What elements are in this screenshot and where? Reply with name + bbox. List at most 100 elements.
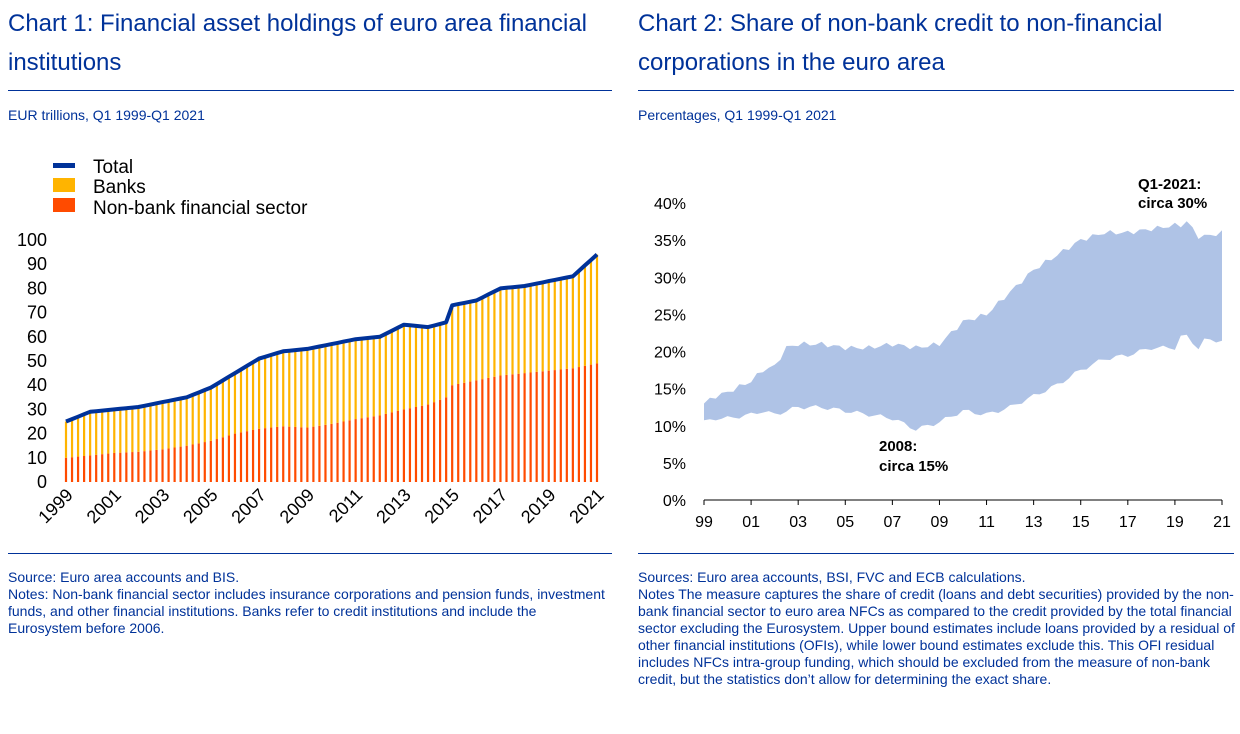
- nonbank-bar: [113, 452, 116, 482]
- chart1-plot: Total Banks Non-bank financial sector 0 1…: [17, 157, 608, 527]
- chart1-notes-text: Notes: Non-bank financial sector include…: [8, 586, 605, 636]
- nonbank-bar: [131, 452, 134, 482]
- x-tick-label: 2007: [227, 485, 269, 527]
- nonbank-bar: [426, 404, 430, 482]
- x-tick-label: 2005: [179, 485, 221, 527]
- banks-bar: [372, 337, 375, 417]
- chart1-legend: Total Banks Non-bank financial sector: [53, 157, 308, 219]
- banks-bar: [119, 408, 122, 453]
- nonbank-bar: [318, 425, 321, 482]
- chart2-subtitle: Percentages, Q1 1999-Q1 2021: [638, 107, 837, 123]
- banks-bar: [481, 297, 484, 380]
- nonbank-bar: [125, 452, 128, 482]
- banks-bar: [324, 345, 327, 425]
- banks-bar: [457, 304, 460, 384]
- banks-bar: [191, 394, 194, 445]
- nonbank-bar: [432, 402, 436, 482]
- banks-bar: [173, 399, 176, 448]
- nonbank-bar: [517, 373, 520, 482]
- x-tick-label: 2001: [83, 485, 125, 527]
- x-tick-label: 15: [1072, 514, 1090, 530]
- banks-bar: [143, 405, 146, 452]
- x-tick-label: 2019: [517, 485, 559, 527]
- nonbank-bar: [143, 451, 146, 482]
- x-tick-label: 13: [1025, 514, 1043, 530]
- nonbank-bar: [571, 368, 574, 482]
- banks-bar: [511, 287, 514, 375]
- y-tick-label: 10%: [654, 419, 686, 436]
- nonbank-bar: [239, 432, 243, 482]
- nonbank-bar: [276, 426, 279, 482]
- banks-bar: [432, 325, 436, 403]
- banks-bar: [445, 322, 448, 398]
- x-tick-label: 2017: [469, 485, 511, 527]
- nonbank-bar: [541, 371, 544, 482]
- banks-bar: [439, 323, 442, 400]
- banks-bar: [264, 356, 267, 429]
- banks-bar: [107, 410, 110, 454]
- nonbank-bar: [119, 452, 122, 482]
- banks-bar: [83, 414, 86, 456]
- nonbank-bar: [469, 381, 472, 482]
- nonbank-bar: [559, 369, 562, 482]
- nonbank-bar: [179, 446, 182, 482]
- banks-bar: [300, 349, 303, 428]
- chart1-source: Source: Euro area accounts and BIS.: [8, 569, 240, 585]
- banks-bar: [402, 324, 406, 410]
- banks-bar: [426, 327, 430, 405]
- banks-bar: [414, 325, 418, 407]
- nonbank-bar: [499, 375, 502, 482]
- banks-bar: [155, 403, 158, 450]
- banks-bar: [185, 397, 188, 446]
- nonbank-bar: [553, 370, 556, 482]
- chart1-footer-rule: [8, 553, 612, 554]
- banks-bar: [336, 342, 339, 423]
- x-tick-label: 05: [836, 514, 854, 530]
- nonbank-bar: [475, 380, 478, 482]
- banks-bar: [294, 350, 297, 427]
- nonbank-bar: [215, 439, 218, 482]
- banks-bar: [408, 325, 412, 409]
- nonbank-bar: [270, 427, 273, 482]
- banks-bar: [318, 346, 321, 426]
- legend-total-swatch: [53, 163, 75, 168]
- banks-bar: [76, 416, 80, 457]
- nonbank-bar: [372, 416, 375, 482]
- banks-bar: [288, 350, 291, 427]
- chart2-annotations: Q1-2021: circa 30% 2008: circa 15%: [879, 176, 1207, 475]
- nonbank-bar: [463, 382, 466, 482]
- banks-bar: [565, 277, 568, 369]
- banks-bar: [137, 406, 140, 452]
- y-tick-label: 25%: [654, 307, 686, 324]
- x-tick-label: 2013: [372, 485, 414, 527]
- nonbank-bar: [445, 397, 448, 482]
- nonbank-bar: [227, 435, 231, 482]
- banks-bar: [233, 373, 237, 434]
- x-tick-label: 2021: [565, 485, 607, 527]
- nonbank-bar: [312, 426, 315, 482]
- nonbank-bar: [366, 417, 369, 482]
- nonbank-bar: [149, 450, 152, 482]
- nonbank-bar: [300, 427, 303, 482]
- banks-bar: [330, 344, 333, 424]
- y-tick-label: 70: [27, 303, 47, 323]
- nonbank-bar: [336, 422, 339, 482]
- nonbank-bar: [137, 451, 140, 482]
- nonbank-bar: [233, 433, 237, 482]
- banks-bar: [161, 402, 164, 450]
- nonbank-bar: [70, 457, 74, 482]
- y-tick-label: 90: [27, 254, 47, 274]
- nonbank-bar: [185, 445, 188, 482]
- nonbank-bar: [451, 385, 454, 482]
- chart1-notes: Source: Euro area accounts and BIS. Note…: [8, 569, 608, 637]
- nonbank-bar: [324, 424, 327, 482]
- banks-bar: [559, 278, 562, 370]
- y-tick-label: 100: [17, 230, 47, 250]
- banks-bar: [306, 348, 309, 428]
- nonbank-bar: [306, 427, 309, 482]
- y-tick-label: 35%: [654, 233, 686, 250]
- total-line: [65, 253, 599, 424]
- x-tick-label: 19: [1166, 514, 1184, 530]
- annotation-q1-2021-line2: circa 30%: [1138, 195, 1207, 212]
- nonbank-bar: [493, 376, 496, 482]
